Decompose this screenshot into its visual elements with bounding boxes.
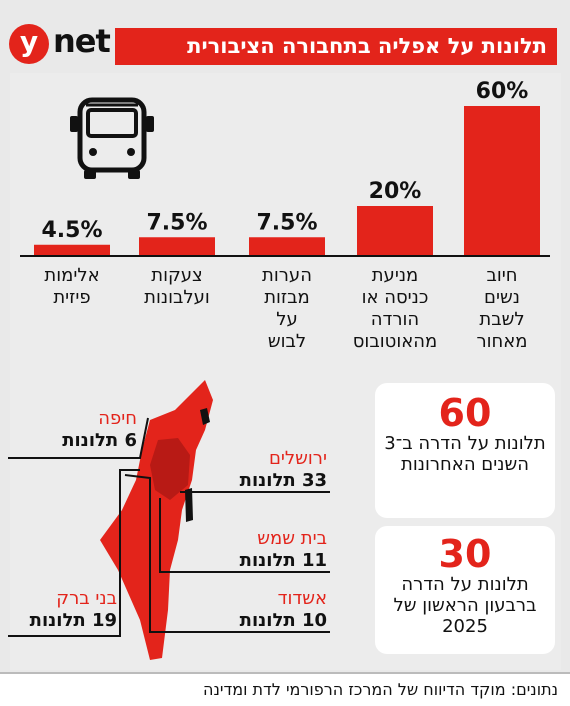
category-label: אלימות פיזית (44, 265, 100, 308)
stat-text: תלונות על הדרה ב־3 השנים האחרונות (384, 433, 546, 475)
category-label: מניעת כניסה או הורדה מהאוטובוס (352, 265, 438, 352)
complaint-count: 11 תלונות (239, 550, 327, 571)
logo-net-text: net (53, 22, 111, 60)
stat-number: 30 (438, 532, 492, 576)
bnei-brak-line (8, 469, 140, 637)
stat-card-q1-2025: 30 תלונות על הדרה ברבעון הראשון של 2025 (375, 526, 555, 654)
ashdod-line (124, 474, 330, 633)
category-label: הערות מבזות על לבוש (262, 265, 312, 352)
stat-card-3-years: 60 תלונות על הדרה ב־3 השנים האחרונות (375, 383, 555, 518)
sea-of-galilee-shape (200, 408, 210, 425)
map-label-ashdod: אשדוד 10 תלונות (205, 588, 327, 632)
map-leader-lines (8, 417, 330, 637)
page-title: תלונות על אפליה בתחבורה הציבורית (115, 28, 557, 65)
city-name: חיפה (98, 408, 137, 429)
bar-value-label: 7.5% (256, 210, 317, 235)
complaint-count: 10 תלונות (239, 610, 327, 631)
israel-map (8, 380, 330, 660)
logo-y: y (19, 25, 39, 58)
city-name: בית שמש (257, 528, 327, 549)
ynet-logo[interactable]: y (9, 24, 49, 64)
map-label-bnei-brak: בני ברק 19 תלונות (5, 588, 117, 632)
beit-shemesh-line (159, 498, 330, 573)
category-label: צעקות ועלבונות (144, 265, 210, 308)
complaint-count: 19 תלונות (29, 610, 117, 631)
bar-value-label: 60% (476, 79, 529, 104)
west-bank-shape (150, 438, 190, 500)
bar-0 (464, 106, 540, 256)
stat-text: תלונות על הדרה ברבעון הראשון של 2025 (393, 574, 537, 637)
bus-icon (70, 97, 154, 179)
map-label-beit-shemesh: בית שמש 11 תלונות (205, 528, 327, 572)
city-name: בני ברק (56, 588, 117, 609)
city-name: ירושלים (268, 448, 327, 469)
bar-value-label: 20% (369, 179, 422, 204)
bar-value-label: 4.5% (41, 218, 102, 243)
complaint-count: 33 תלונות (239, 470, 327, 491)
city-name: אשדוד (277, 588, 327, 609)
bar-2 (249, 237, 325, 256)
bar-value-label: 7.5% (146, 210, 207, 235)
haifa-line (8, 417, 149, 459)
bar-1 (357, 206, 433, 256)
bar-3 (139, 237, 215, 256)
category-label: חיוב נשים לשבת מאחור (476, 265, 528, 352)
map-label-haifa: חיפה 6 תלונות (22, 408, 137, 452)
map-label-jerusalem: ירושלים 33 תלונות (205, 448, 327, 492)
header: y net תלונות על אפליה בתחבורה הציבורית (0, 0, 570, 72)
complaint-count: 6 תלונות (62, 430, 137, 451)
dead-sea-shape (185, 488, 193, 522)
stat-number: 60 (438, 391, 492, 435)
source-footer: נתונים: מוקד הדיווח של המרכז הרפורמי לדת… (0, 672, 570, 706)
bar-4 (34, 244, 110, 256)
bar-chart: 60% 20% 7.5% 7.5% 4.5% (20, 79, 550, 257)
